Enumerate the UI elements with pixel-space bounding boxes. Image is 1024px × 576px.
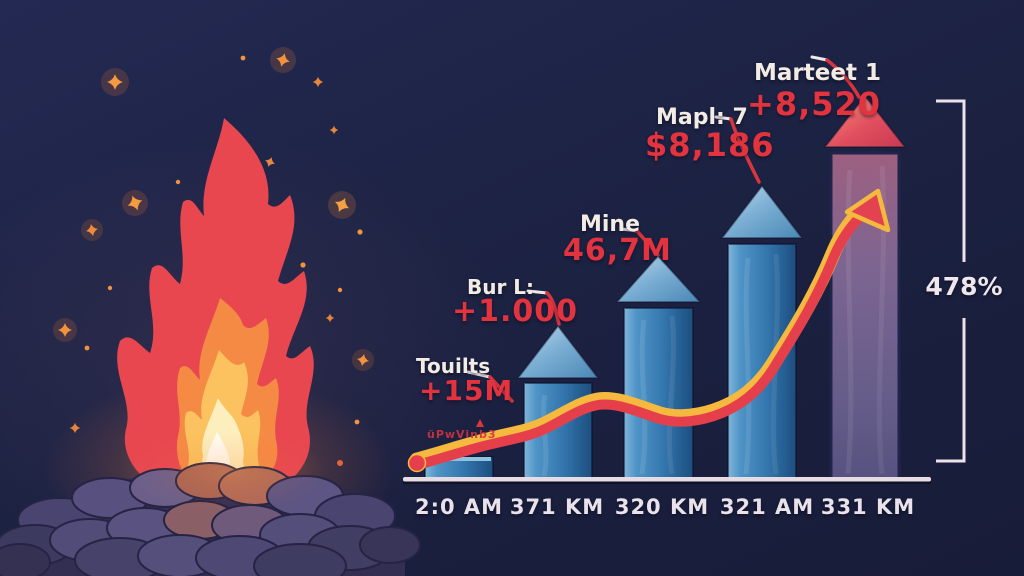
x-axis-label-4: 321 AM	[719, 495, 815, 519]
callout-5-value: +8,520	[747, 85, 882, 123]
axis-line	[403, 477, 931, 484]
x-axis-label-5: 331 KM	[820, 495, 916, 519]
x-axis-label-2: 371 KM	[509, 495, 605, 519]
growth-percent-label: 478%	[925, 272, 1003, 301]
callout-1-value: +15M	[419, 374, 514, 407]
campfire-illustration	[0, 118, 421, 576]
callout-4-title: Mapl: 7	[656, 105, 748, 130]
trend-arrowhead	[844, 188, 891, 233]
callout-1-title: Touilts	[416, 354, 491, 378]
bar-5	[822, 94, 908, 482]
x-axis-label-3: 320 KM	[614, 495, 710, 519]
sparkle-stars	[53, 47, 374, 466]
bar-3	[614, 254, 703, 481]
tiny-red-mark	[476, 419, 484, 427]
trend-arrow-line	[407, 188, 891, 473]
bar-5-red-cap	[822, 94, 908, 148]
x-axis-label-1: 2:0 AM	[414, 495, 504, 519]
callout-3-value: 46,7M	[563, 233, 672, 268]
rock-pile	[0, 432, 421, 576]
callout-leader-lines	[466, 55, 861, 427]
callout-2-title: Bur L:	[467, 275, 535, 299]
trend-start-dot	[407, 453, 427, 473]
bar-chart	[403, 94, 931, 484]
callout-3-title: Mine	[580, 212, 641, 237]
callout-2-value: +1.000	[452, 294, 579, 329]
callout-5-title: Marteet 1	[754, 60, 881, 86]
callout-4-value: $8,186	[645, 126, 775, 164]
growth-bracket	[936, 99, 966, 463]
watermark-text: üPwVinb3	[427, 428, 497, 441]
